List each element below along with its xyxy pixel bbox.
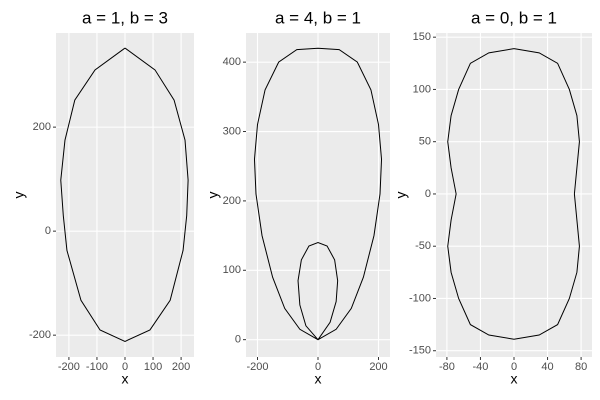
y-tick-label: 0 [425, 188, 431, 200]
x-tick-label: 0 [315, 361, 321, 373]
y-tick-label: 200 [223, 195, 241, 207]
x-tick-label: 80 [575, 361, 587, 373]
y-tick-label: 150 [413, 31, 431, 43]
x-tick-label: 0 [122, 361, 128, 373]
curve [447, 48, 580, 340]
y-tick-label: 300 [223, 125, 241, 137]
y-tick-label: -200 [29, 329, 51, 341]
x-axis-title: x [122, 371, 129, 387]
panel-title: a = 1, b = 3 [82, 8, 168, 27]
y-tick-label: -150 [409, 345, 431, 357]
y-tick-label: -50 [415, 240, 431, 252]
y-tick-label: 200 [33, 121, 51, 133]
y-tick-label: 400 [223, 56, 241, 68]
curve [253, 47, 383, 341]
y-axis-title: y [393, 192, 409, 199]
y-tick-label: 100 [413, 83, 431, 95]
x-axis-title: x [511, 371, 518, 387]
x-tick-label: 200 [369, 361, 387, 373]
x-tick-label: -40 [472, 361, 488, 373]
panel-title: a = 0, b = 1 [471, 8, 557, 27]
x-tick-label: -100 [86, 361, 108, 373]
y-tick-label: 100 [223, 264, 241, 276]
y-axis-title: y [205, 192, 221, 199]
x-tick-label: -200 [58, 361, 80, 373]
x-tick-label: -200 [246, 361, 268, 373]
x-tick-label: 200 [172, 361, 190, 373]
y-tick-label: 0 [235, 334, 241, 346]
curve [60, 47, 189, 342]
x-tick-label: 100 [144, 361, 162, 373]
y-tick-label: -100 [409, 292, 431, 304]
y-tick-label: 0 [45, 225, 51, 237]
x-axis-title: x [315, 371, 322, 387]
y-tick-label: 50 [419, 136, 431, 148]
panel-title: a = 4, b = 1 [275, 8, 361, 27]
y-axis-title: y [11, 192, 27, 199]
x-tick-label: 40 [541, 361, 553, 373]
x-tick-label: -80 [439, 361, 455, 373]
x-tick-label: 0 [511, 361, 517, 373]
